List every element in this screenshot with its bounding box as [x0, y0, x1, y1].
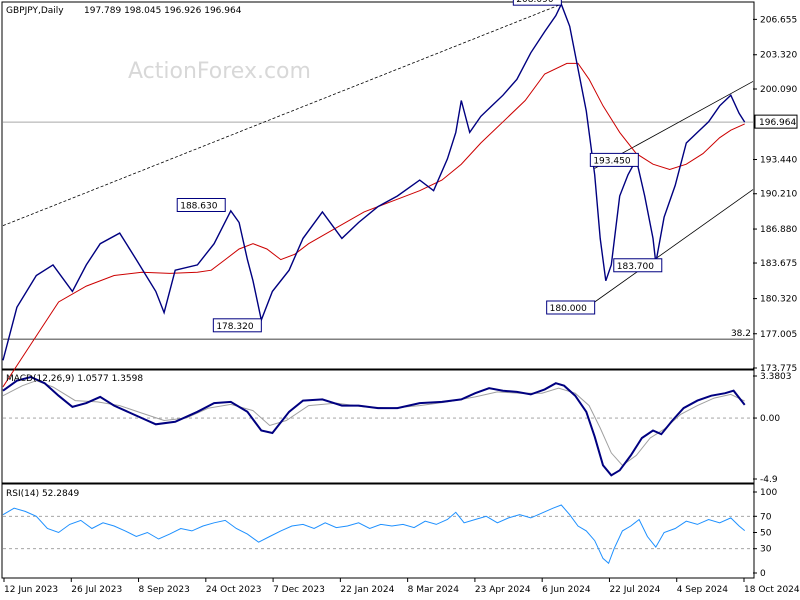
ohlc-label: 197.789 198.045 196.926 196.964 [84, 6, 242, 16]
price-annotation: 183.700 [613, 258, 663, 273]
price-tick-label: 180.320 [760, 295, 797, 305]
date-tick-label: 6 Jun 2024 [542, 585, 591, 595]
price-axis: 206.655 203.320 200.090 193.440 190.210 186.8… [753, 15, 797, 374]
rsi-tick-label: 0 [760, 569, 766, 579]
date-tick-label: 24 Oct 2023 [206, 585, 262, 595]
macd-axis: 3.3803 0.00 -4.9 [753, 372, 792, 485]
price-annotation: 180.000 [546, 300, 596, 315]
macd-tick-label: 3.3803 [760, 372, 792, 382]
annotation-label: 188.630 [180, 201, 217, 211]
price-tick-label: 183.675 [760, 259, 797, 269]
macd-main-line [2, 375, 746, 477]
price-tick-label: 173.775 [760, 364, 797, 374]
annotation-box [613, 258, 663, 273]
date-tick-label: 22 Jan 2024 [340, 585, 394, 595]
annotation-box [212, 318, 262, 333]
price-annotation: 188.630 [176, 197, 226, 212]
price-tick-label: 200.090 [760, 85, 797, 95]
price-tick-label: 186.880 [760, 225, 797, 235]
annotation-box [512, 0, 562, 6]
price-annotation: 208.090 [512, 0, 562, 6]
price-tick-label: 190.210 [760, 190, 797, 200]
trendline [594, 189, 754, 303]
fib-level-label: 38.2 [731, 329, 751, 339]
annotation-box [589, 152, 639, 167]
rsi-tick-label: 70 [760, 512, 772, 522]
annotation-box [546, 300, 596, 315]
rsi-tick-label: 30 [760, 545, 772, 555]
annotation-label: 193.450 [593, 156, 630, 166]
price-series-line [2, 2, 746, 361]
annotation-label: 180.000 [550, 304, 587, 314]
symbol-label: GBPJPY,Daily [6, 6, 64, 16]
date-tick-label: 23 Apr 2024 [475, 585, 531, 595]
price-annotation: 178.320 [212, 318, 262, 333]
price-tick-label: 177.005 [760, 330, 797, 340]
rsi-axis: 100 70 50 30 0 [753, 488, 777, 579]
rsi-tick-label: 50 [760, 529, 772, 539]
price-tick-label: 206.655 [760, 15, 797, 25]
moving-average-line [2, 62, 745, 388]
rsi-line [2, 504, 746, 565]
macd-signal-line [2, 380, 745, 466]
date-tick-label: 8 Sep 2023 [139, 585, 190, 595]
annotation-box [176, 197, 226, 212]
price-tick-label: 193.440 [760, 155, 797, 165]
price-annotation: 193.450 [589, 152, 639, 167]
date-tick-label: 4 Sep 2024 [677, 585, 729, 595]
price-annotations: 208.090 188.630 178.320 193.450 183.700 180.0… [176, 0, 663, 333]
annotation-label: 178.320 [216, 322, 253, 332]
current-price-label: 196.964 [759, 118, 796, 128]
price-panel-frame [1, 1, 755, 370]
rsi-panel-frame [1, 483, 755, 579]
date-tick-label: 26 Jul 2023 [71, 585, 122, 595]
rsi-label: RSI(14) 52.2849 [6, 489, 79, 499]
date-tick-label: 8 Mar 2024 [408, 585, 460, 595]
annotation-label: 208.090 [516, 0, 553, 5]
date-tick-label: 12 Jun 2023 [4, 585, 58, 595]
date-tick-label: 22 Jul 2024 [609, 585, 660, 595]
macd-label: MACD(12,26,9) 1.0577 1.3598 [6, 374, 143, 384]
macd-tick-label: 0.00 [760, 414, 780, 424]
rsi-tick-label: 100 [760, 488, 777, 498]
macd-tick-label: -4.9 [760, 475, 778, 485]
annotation-label: 183.700 [617, 262, 654, 272]
date-tick-label: 7 Dec 2023 [273, 585, 325, 595]
rsi-levels [3, 515, 753, 550]
price-tick-label: 203.320 [760, 51, 797, 61]
macd-panel-frame [1, 369, 755, 484]
trendline [2, 3, 562, 227]
date-axis: 12 Jun 2023 26 Jul 2023 8 Sep 2023 24 Oct 2… [3, 578, 800, 595]
current-price-box: 196.964 [754, 114, 798, 129]
watermark: ActionForex.com [128, 59, 311, 84]
date-tick-label: 18 Oct 2024 [744, 585, 800, 595]
